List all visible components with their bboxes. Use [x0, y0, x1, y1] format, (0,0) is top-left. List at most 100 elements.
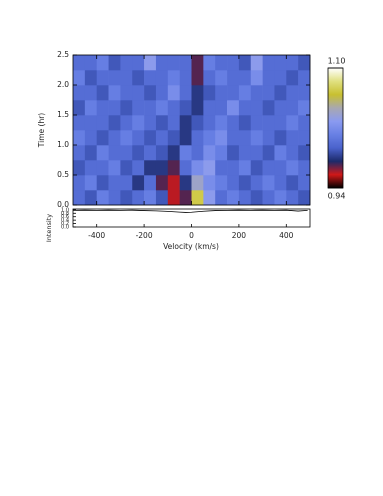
heat-cell: [144, 160, 157, 176]
heat-cell: [73, 55, 86, 71]
profile-line: [72, 209, 308, 213]
heat-cell: [274, 115, 287, 131]
heat-cell: [203, 130, 216, 146]
heat-cell: [155, 55, 169, 71]
heat-cell: [73, 190, 86, 206]
heat-cell: [73, 70, 86, 86]
heat-cell: [179, 100, 192, 116]
heat-cell: [144, 175, 157, 191]
heat-cell: [155, 85, 169, 101]
heat-cell: [179, 70, 192, 86]
heat-cell: [96, 115, 109, 131]
heat-cell: [203, 115, 216, 131]
heat-cell: [132, 115, 145, 131]
heat-cell: [179, 85, 192, 101]
heat-cell: [238, 115, 252, 131]
heat-cell: [215, 70, 228, 86]
heat-cell: [179, 145, 192, 161]
heat-cell: [262, 175, 275, 191]
heat-cell: [108, 100, 121, 116]
heat-cell: [298, 100, 311, 116]
heat-cell: [227, 130, 240, 146]
heat-cell: [96, 85, 109, 101]
y-axis-label: Time (hr): [37, 113, 46, 149]
heat-cell: [108, 190, 121, 206]
heat-cell: [238, 190, 252, 206]
heat-cell: [238, 70, 252, 86]
heat-cell: [215, 115, 228, 131]
heat-cell: [73, 115, 86, 131]
y-tick-label: 2.5: [57, 50, 69, 59]
heat-cell: [120, 160, 133, 176]
heat-cell: [298, 85, 311, 101]
heat-cell: [215, 55, 228, 71]
heat-cell: [227, 160, 240, 176]
heat-cell: [298, 175, 311, 191]
heat-cell: [132, 130, 145, 146]
x-tick-label: -200: [136, 231, 153, 240]
heat-cell: [84, 175, 97, 191]
heat-cell: [250, 100, 263, 116]
heat-cell: [84, 145, 97, 161]
y-tick-label: 0.8: [61, 211, 69, 217]
heat-cell: [286, 115, 299, 131]
heat-cell: [215, 145, 228, 161]
heat-cell: [227, 115, 240, 131]
heat-cell: [132, 55, 145, 71]
heat-cell: [120, 130, 133, 146]
heat-cell: [84, 190, 97, 206]
heat-cell: [108, 115, 121, 131]
heat-cell: [167, 115, 180, 131]
heat-cell: [73, 175, 86, 191]
heat-cell: [132, 85, 145, 101]
heat-cell: [108, 70, 121, 86]
heat-cell: [215, 85, 228, 101]
heat-cell: [203, 145, 216, 161]
heat-cell: [262, 70, 275, 86]
heat-cell: [238, 160, 252, 176]
heat-cell: [132, 190, 145, 206]
heat-cell: [286, 85, 299, 101]
heat-cell: [144, 115, 157, 131]
heat-cell: [84, 130, 97, 146]
heat-cell: [274, 160, 287, 176]
y-tick-label: 0.2: [61, 221, 69, 227]
heat-cell: [203, 160, 216, 176]
heat-cell: [227, 70, 240, 86]
heat-cell: [84, 85, 97, 101]
y-tick-label: 2.0: [57, 80, 69, 89]
heat-cell: [215, 175, 228, 191]
heat-cell: [120, 145, 133, 161]
heat-cell: [191, 175, 204, 191]
heat-cell: [167, 55, 180, 71]
heat-cell: [215, 190, 228, 206]
y-tick-label: 0.0: [61, 225, 69, 231]
heat-cell: [73, 145, 86, 161]
heat-cell: [250, 130, 263, 146]
heat-cell: [96, 55, 109, 71]
heat-cell: [250, 85, 263, 101]
heat-cell: [167, 190, 180, 206]
heat-cell: [144, 130, 157, 146]
heat-cell: [144, 55, 157, 71]
heat-cell: [227, 145, 240, 161]
y-tick-label: 1.5: [57, 110, 69, 119]
heat-cell: [238, 100, 252, 116]
heat-cell: [120, 55, 133, 71]
heat-cell: [144, 100, 157, 116]
heat-cell: [215, 100, 228, 116]
heat-cell: [84, 100, 97, 116]
heat-cell: [286, 160, 299, 176]
heat-cell: [84, 160, 97, 176]
heat-cell: [262, 55, 275, 71]
heat-cell: [132, 145, 145, 161]
heat-cell: [84, 70, 97, 86]
heat-cell: [96, 145, 109, 161]
heat-cell: [179, 130, 192, 146]
heat-cell: [84, 115, 97, 131]
heat-cell: [84, 55, 97, 71]
heat-cell: [227, 85, 240, 101]
heat-cell: [96, 130, 109, 146]
heat-cell: [120, 100, 133, 116]
